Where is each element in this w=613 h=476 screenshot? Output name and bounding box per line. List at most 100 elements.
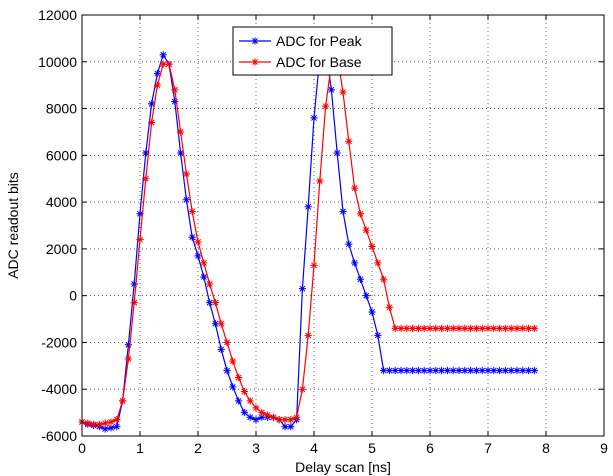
- data-point: [310, 261, 318, 269]
- data-point: [217, 345, 225, 354]
- data-point: [467, 366, 475, 375]
- data-point: [449, 366, 457, 375]
- data-point: [200, 259, 208, 267]
- data-point: [90, 420, 98, 428]
- data-point: [159, 51, 167, 59]
- data-point: [310, 114, 318, 122]
- data-point: [136, 210, 144, 218]
- data-point: [217, 320, 225, 328]
- data-point: [171, 97, 179, 106]
- legend-marker: [251, 37, 259, 45]
- data-point: [496, 366, 504, 375]
- data-point: [281, 416, 289, 424]
- data-point: [525, 366, 533, 375]
- y-tick-label: -4000: [41, 381, 77, 397]
- data-point: [142, 175, 150, 183]
- data-point: [368, 242, 376, 251]
- data-point: [252, 404, 260, 412]
- data-point: [171, 86, 179, 94]
- data-point: [525, 324, 533, 333]
- data-point: [84, 419, 92, 427]
- data-point: [490, 324, 498, 333]
- data-point: [327, 86, 335, 94]
- data-point: [507, 366, 515, 375]
- data-point: [443, 324, 451, 333]
- data-point: [130, 299, 138, 307]
- x-tick-label: 6: [426, 440, 434, 456]
- data-point: [385, 366, 393, 375]
- data-point: [432, 324, 440, 333]
- data-point: [455, 366, 463, 375]
- data-point: [374, 331, 382, 340]
- x-tick-label: 1: [136, 440, 144, 456]
- data-point: [153, 81, 161, 89]
- data-point: [414, 324, 422, 333]
- data-point: [449, 324, 457, 333]
- data-point: [194, 252, 202, 260]
- axis-ticks: 0 1 2 3 4 5 6 7 8 9 -6000 -4000 -2000 0 2000 4000 6000 80…: [38, 7, 608, 456]
- data-point: [223, 338, 231, 347]
- data-point: [356, 275, 364, 283]
- data-point: [420, 324, 428, 333]
- legend-box: [232, 26, 393, 76]
- data-point: [432, 366, 440, 375]
- data-point: [258, 409, 266, 417]
- data-point: [333, 149, 341, 157]
- data-point: [339, 207, 347, 216]
- data-point: [298, 385, 306, 393]
- data-point: [501, 366, 509, 375]
- legend-marker: [251, 58, 259, 66]
- data-point: [351, 184, 359, 192]
- y-tick-label: 2000: [46, 241, 77, 257]
- data-point: [130, 280, 138, 288]
- data-point: [362, 226, 370, 234]
- data-point: [519, 324, 527, 333]
- y-tick-label: 8000: [46, 101, 77, 117]
- data-point: [304, 331, 312, 340]
- data-point: [246, 413, 254, 421]
- data-point: [269, 413, 277, 421]
- data-point: [142, 149, 150, 157]
- data-point: [380, 275, 388, 283]
- data-point: [397, 324, 405, 333]
- grid-lines: [82, 15, 604, 436]
- data-point: [484, 366, 492, 375]
- data-point: [530, 324, 538, 333]
- data-point: [235, 397, 243, 405]
- data-point: [374, 259, 382, 267]
- data-point: [530, 366, 538, 375]
- data-point: [148, 100, 156, 108]
- data-point: [177, 149, 185, 157]
- data-point: [472, 366, 480, 375]
- y-axis-label: ADC readout bits: [5, 172, 21, 279]
- data-point: [403, 324, 411, 333]
- data-point: [351, 259, 359, 267]
- data-point: [165, 60, 173, 68]
- data-point: [182, 170, 190, 178]
- data-point: [507, 324, 515, 333]
- y-tick-label: -2000: [41, 334, 77, 350]
- data-point: [264, 411, 272, 419]
- data-point: [455, 324, 463, 333]
- data-point: [200, 273, 208, 281]
- data-point: [414, 366, 422, 375]
- data-point: [136, 235, 144, 244]
- data-point: [124, 341, 132, 349]
- data-point: [478, 324, 486, 333]
- data-point: [513, 324, 521, 333]
- x-tick-label: 7: [484, 440, 492, 456]
- x-tick-label: 5: [368, 440, 376, 456]
- data-point: [391, 366, 399, 375]
- data-point: [426, 366, 434, 375]
- legend-label-peak: ADC for Peak: [276, 33, 363, 49]
- data-point: [188, 207, 196, 216]
- data-point: [461, 324, 469, 333]
- data-point: [490, 366, 498, 375]
- data-point: [252, 416, 260, 424]
- x-tick-label: 0: [78, 440, 86, 456]
- data-point: [385, 303, 393, 311]
- data-point: [240, 409, 248, 417]
- data-point: [275, 416, 283, 424]
- data-point: [246, 397, 254, 405]
- data-point: [148, 118, 156, 127]
